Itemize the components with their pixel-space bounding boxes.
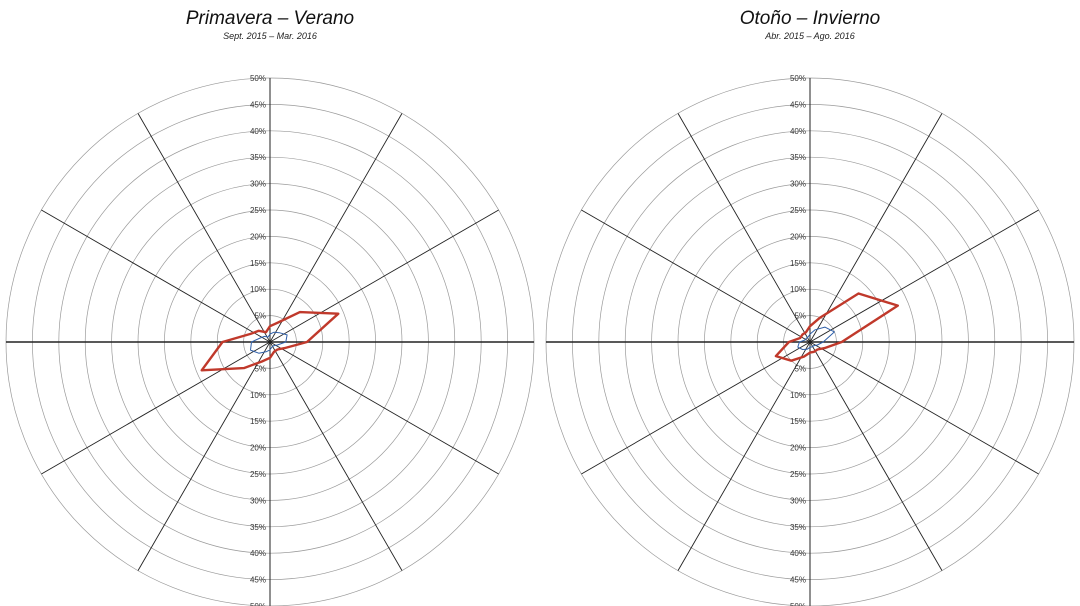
wind-rose-chart: 50% 45% 40% 35% 30% 25% 20% 15% 10% 5% 5% 10% 15% 20%…	[5, 74, 535, 606]
tick-label: 40%	[250, 549, 266, 558]
tick-label: 20%	[250, 444, 266, 453]
tick-label: 10%	[250, 285, 266, 294]
tick-label: 35%	[790, 153, 806, 162]
tick-label: 30%	[250, 180, 266, 189]
tick-label: 25%	[250, 470, 266, 479]
tick-label: 45%	[790, 576, 806, 585]
tick-label: 15%	[790, 417, 806, 426]
series-polygon-2	[774, 292, 899, 362]
chart-panel-otono-invierno: Otoño – Invierno Abr. 2015 – Ago. 2016 5…	[540, 0, 1080, 606]
chart-title: Otoño – Invierno	[739, 8, 881, 29]
tick-label: 15%	[250, 417, 266, 426]
chart-subtitle: Sept. 2015 – Mar. 2016	[223, 31, 317, 41]
wind-rose-chart: 50% 45% 40% 35% 30% 25% 20% 15% 10% 5% 5% 10% 15% 20%…	[545, 74, 1075, 606]
chart-subtitle: Abr. 2015 – Ago. 2016	[765, 31, 855, 41]
tick-label: 25%	[790, 470, 806, 479]
tick-label: 40%	[790, 549, 806, 558]
tick-label: 10%	[790, 391, 806, 400]
tick-label: 30%	[790, 496, 806, 505]
tick-label: 20%	[790, 232, 806, 241]
tick-label: 50%	[250, 602, 266, 606]
tick-label: 20%	[790, 444, 806, 453]
tick-label: 15%	[790, 259, 806, 268]
tick-label: 10%	[790, 285, 806, 294]
tick-label: 50%	[250, 74, 266, 83]
tick-label: 30%	[250, 496, 266, 505]
tick-label: 30%	[790, 180, 806, 189]
tick-label: 50%	[790, 74, 806, 83]
tick-label: 45%	[790, 100, 806, 109]
tick-label: 45%	[250, 576, 266, 585]
tick-label: 45%	[250, 100, 266, 109]
tick-label: 5%	[794, 364, 806, 373]
chart-title: Primavera – Verano	[185, 8, 355, 29]
tick-label: 15%	[250, 259, 266, 268]
tick-label: 5%	[794, 312, 806, 321]
tick-label: 40%	[790, 127, 806, 136]
tick-label: 35%	[250, 153, 266, 162]
tick-label: 25%	[790, 206, 806, 215]
series-polygon-1	[250, 331, 288, 354]
tick-label: 50%	[790, 602, 806, 606]
tick-label: 40%	[250, 127, 266, 136]
tick-label: 25%	[250, 206, 266, 215]
series-polygon-2	[200, 310, 340, 372]
tick-label: 5%	[254, 312, 266, 321]
tick-label: 35%	[250, 523, 266, 532]
tick-label: 20%	[250, 232, 266, 241]
tick-label: 5%	[254, 364, 266, 373]
series-polygon-1	[797, 326, 835, 350]
tick-label: 35%	[790, 523, 806, 532]
tick-label: 10%	[250, 391, 266, 400]
chart-panel-primavera-verano: Primavera – Verano Sept. 2015 – Mar. 201…	[5, 8, 535, 606]
